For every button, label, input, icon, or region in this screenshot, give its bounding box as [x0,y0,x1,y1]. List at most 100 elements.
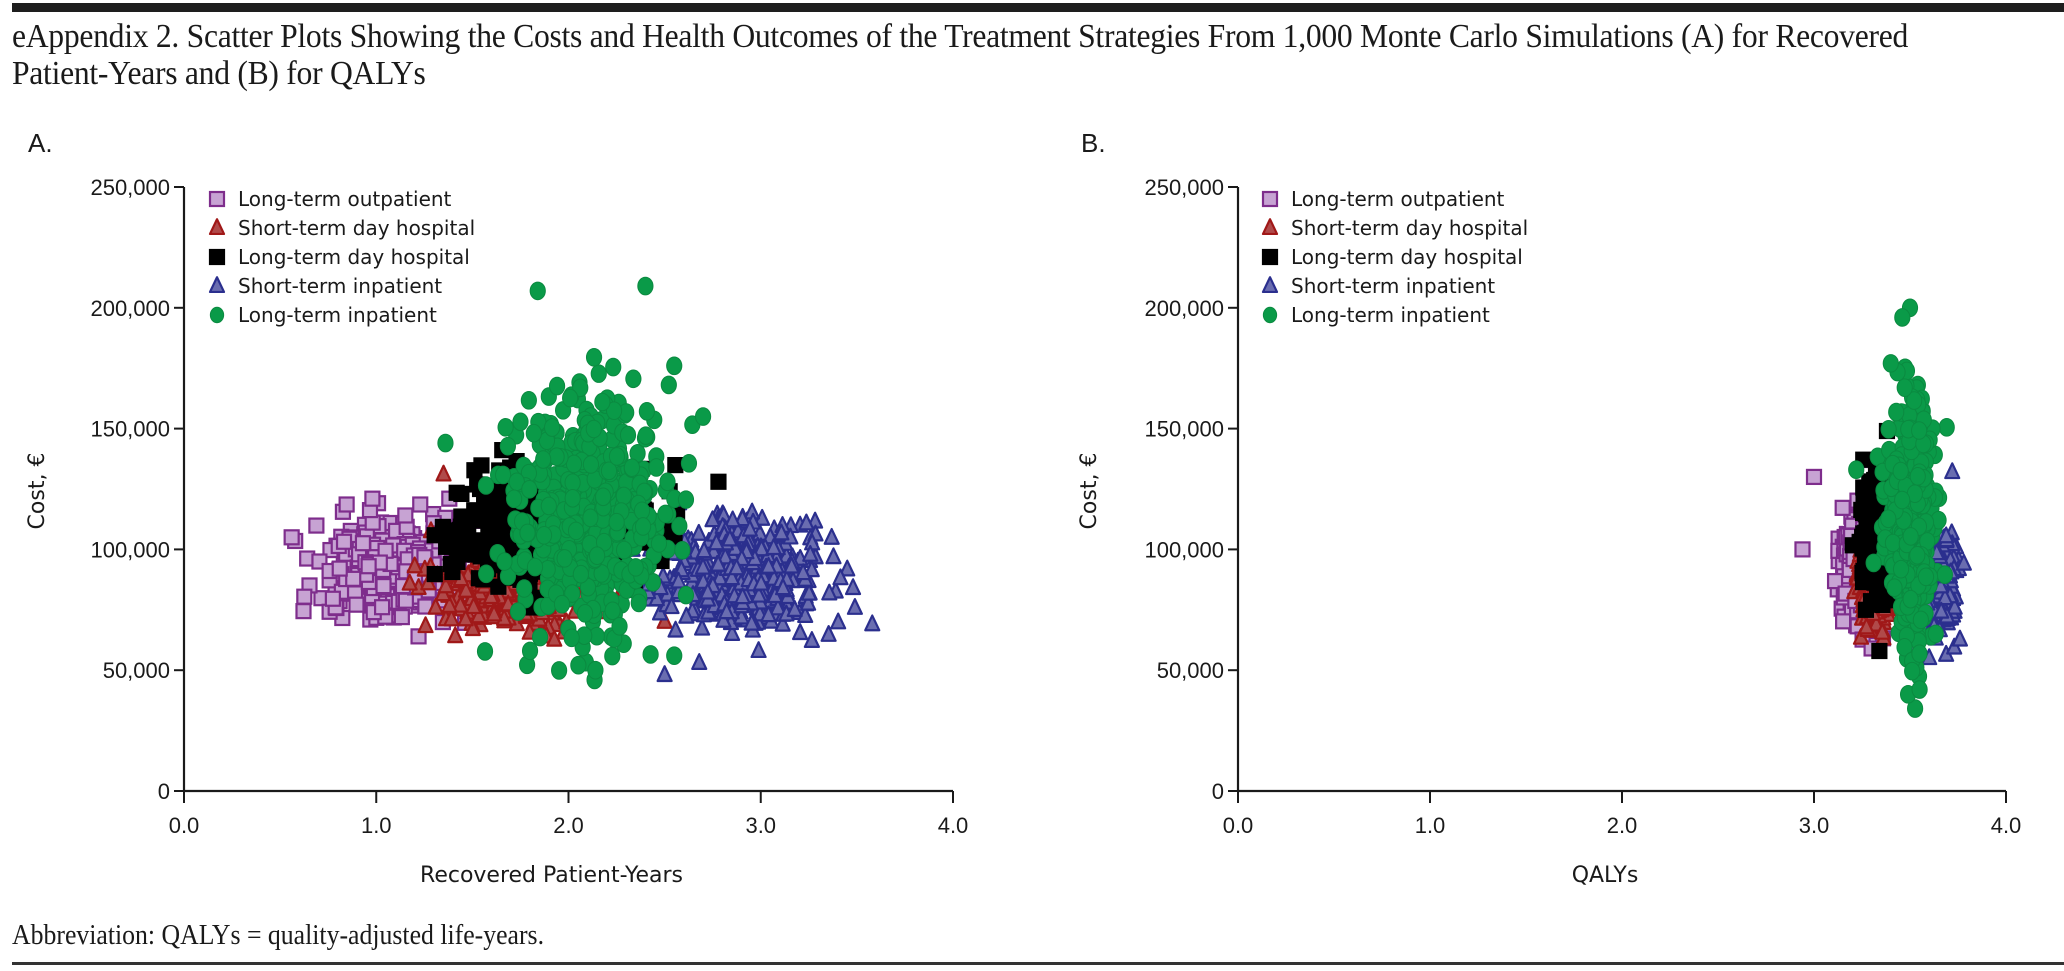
panel-label-a: A. [28,128,53,158]
data-point [1927,624,1944,644]
x-tick-label: 1.0 [1415,813,1446,838]
legend-marker-triangle-icon [208,218,226,236]
data-point [535,526,553,545]
data-point [1896,378,1913,397]
data-point [565,454,583,474]
data-point [708,533,725,551]
data-point [798,513,815,531]
data-point [526,557,544,577]
x-axis-title: Recovered Patient-Years [420,863,683,888]
x-tick-label: 4.0 [938,813,969,838]
data-point [482,587,500,605]
y-tick-label: 150,000 [1144,417,1224,442]
data-point [656,612,673,629]
data-point [1902,527,1919,546]
data-point [480,509,497,527]
data-point [520,390,537,410]
y-tick-label: 0 [1212,779,1224,804]
data-point [717,547,734,565]
data-point [521,480,538,499]
data-point [496,552,513,571]
data-point [680,454,698,473]
legend-marker-triangle-icon [1261,276,1279,294]
data-point [1894,490,1911,510]
data-point [723,568,740,586]
data-point [637,426,654,445]
data-point [585,419,602,439]
y-tick-label: 100,000 [1144,537,1224,562]
data-point [553,594,571,614]
data-point [1834,613,1852,630]
data-point [1936,565,1953,584]
data-point [718,602,735,620]
y-tick-label: 50,000 [1157,658,1224,683]
legend-marker-square-icon [208,190,226,208]
data-point [1805,468,1823,486]
x-tick-label: 4.0 [1991,813,2022,838]
data-point [625,369,642,389]
data-point [308,517,325,534]
data-point [786,600,803,617]
data-point [590,364,607,383]
data-point [572,564,589,584]
data-point [660,375,677,395]
data-point [1848,460,1865,479]
data-point [642,645,659,664]
data-point [674,540,691,560]
data-point [677,585,695,605]
data-point [666,646,683,666]
data-point [623,458,641,477]
data-point [750,641,767,659]
y-tick-label: 100,000 [90,537,170,562]
data-point [1851,533,1868,551]
legend: Long-term outpatient Short-term day hospi… [1261,187,1528,327]
data-point [556,549,573,568]
data-point [497,417,514,437]
data-point [823,527,840,545]
data-point [448,484,465,501]
data-point [604,646,621,666]
data-point [354,535,372,552]
legend-marker-square-icon [208,248,226,266]
data-point [544,418,561,437]
data-point [564,488,581,508]
data-point [821,583,838,601]
data-point [373,599,391,616]
data-point [638,402,655,421]
data-point [801,583,818,601]
y-tick-label: 50,000 [103,658,170,683]
data-point [1886,578,1903,598]
data-point [437,576,454,594]
data-point [585,347,603,367]
legend-item: Long-term day hospital [208,245,470,269]
data-point [505,489,523,509]
data-point [667,456,684,474]
data-point [710,473,727,490]
legend-item: Long-term outpatient [1261,187,1505,211]
data-point [494,465,512,485]
data-point [734,587,751,605]
data-point [335,533,353,550]
y-axis-title: Cost, € [25,453,50,530]
legend-label: Long-term outpatient [1291,187,1505,211]
data-point [611,617,628,636]
data-point [1909,467,1926,486]
data-point [435,464,452,482]
y-tick-label: 250,000 [1144,175,1224,200]
data-point [397,592,414,609]
data-point [1880,509,1897,529]
data-point [615,486,632,506]
x-tick-label: 0.0 [1223,813,1254,838]
data-point [295,603,312,620]
y-tick-label: 0 [158,779,170,804]
legend-label: Short-term day hospital [1291,216,1528,240]
x-tick-label: 2.0 [553,813,584,838]
data-point [519,523,536,543]
legend-label: Short-term day hospital [238,216,475,240]
data-point [1884,533,1902,553]
data-point [564,473,581,492]
data-point [375,577,392,595]
data-point [1794,541,1811,558]
data-point [721,529,738,547]
data-point [360,558,377,575]
